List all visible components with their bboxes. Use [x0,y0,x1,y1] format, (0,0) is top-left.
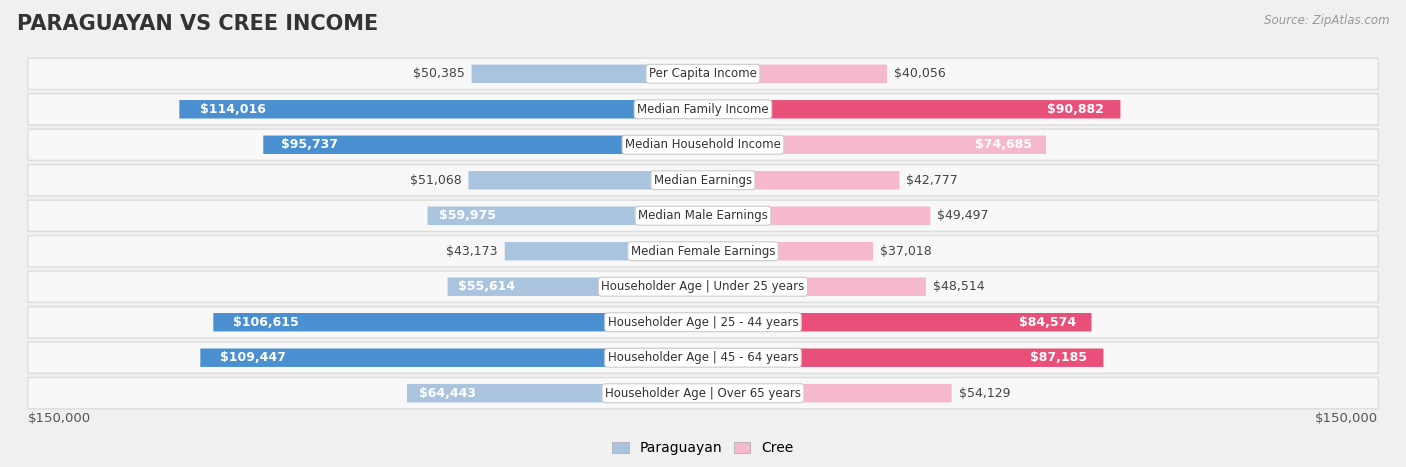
Text: $84,574: $84,574 [1019,316,1076,329]
Text: $49,497: $49,497 [938,209,988,222]
Text: $50,385: $50,385 [413,67,465,80]
FancyBboxPatch shape [471,64,703,83]
Text: $114,016: $114,016 [200,103,266,116]
Text: Source: ZipAtlas.com: Source: ZipAtlas.com [1264,14,1389,27]
Text: $59,975: $59,975 [439,209,495,222]
Text: $150,000: $150,000 [1315,412,1378,425]
FancyBboxPatch shape [703,277,925,296]
FancyBboxPatch shape [214,313,703,332]
Text: $74,685: $74,685 [976,138,1032,151]
Text: Householder Age | Over 65 years: Householder Age | Over 65 years [605,387,801,400]
FancyBboxPatch shape [28,129,1378,160]
Text: Householder Age | Under 25 years: Householder Age | Under 25 years [602,280,804,293]
Text: $87,185: $87,185 [1031,351,1087,364]
Text: $55,614: $55,614 [458,280,515,293]
Text: $109,447: $109,447 [221,351,287,364]
Text: Median Household Income: Median Household Income [626,138,780,151]
FancyBboxPatch shape [28,165,1378,196]
Text: PARAGUAYAN VS CREE INCOME: PARAGUAYAN VS CREE INCOME [17,14,378,34]
FancyBboxPatch shape [703,171,900,190]
Text: $40,056: $40,056 [894,67,946,80]
Text: Median Earnings: Median Earnings [654,174,752,187]
FancyBboxPatch shape [427,206,703,225]
Text: Per Capita Income: Per Capita Income [650,67,756,80]
FancyBboxPatch shape [28,236,1378,267]
Text: Median Female Earnings: Median Female Earnings [631,245,775,258]
FancyBboxPatch shape [505,242,703,261]
FancyBboxPatch shape [703,100,1121,119]
FancyBboxPatch shape [703,313,1091,332]
Text: $42,777: $42,777 [907,174,957,187]
Text: $150,000: $150,000 [28,412,91,425]
FancyBboxPatch shape [703,242,873,261]
FancyBboxPatch shape [703,348,1104,367]
FancyBboxPatch shape [180,100,703,119]
Text: $54,129: $54,129 [959,387,1010,400]
FancyBboxPatch shape [200,348,703,367]
FancyBboxPatch shape [28,58,1378,89]
Text: Householder Age | 25 - 44 years: Householder Age | 25 - 44 years [607,316,799,329]
Legend: Paraguayan, Cree: Paraguayan, Cree [606,436,800,461]
FancyBboxPatch shape [28,200,1378,231]
Text: $90,882: $90,882 [1047,103,1104,116]
FancyBboxPatch shape [703,64,887,83]
Text: $95,737: $95,737 [281,138,337,151]
Text: $106,615: $106,615 [233,316,298,329]
FancyBboxPatch shape [28,307,1378,338]
FancyBboxPatch shape [447,277,703,296]
Text: Householder Age | 45 - 64 years: Householder Age | 45 - 64 years [607,351,799,364]
Text: Median Family Income: Median Family Income [637,103,769,116]
Text: $48,514: $48,514 [932,280,984,293]
FancyBboxPatch shape [703,206,931,225]
Text: $51,068: $51,068 [409,174,461,187]
Text: Median Male Earnings: Median Male Earnings [638,209,768,222]
FancyBboxPatch shape [703,384,952,403]
FancyBboxPatch shape [28,378,1378,409]
FancyBboxPatch shape [263,135,703,154]
Text: $64,443: $64,443 [419,387,475,400]
FancyBboxPatch shape [28,342,1378,373]
Text: $43,173: $43,173 [446,245,498,258]
Text: $37,018: $37,018 [880,245,932,258]
FancyBboxPatch shape [406,384,703,403]
FancyBboxPatch shape [28,94,1378,125]
FancyBboxPatch shape [703,135,1046,154]
FancyBboxPatch shape [28,271,1378,302]
FancyBboxPatch shape [468,171,703,190]
